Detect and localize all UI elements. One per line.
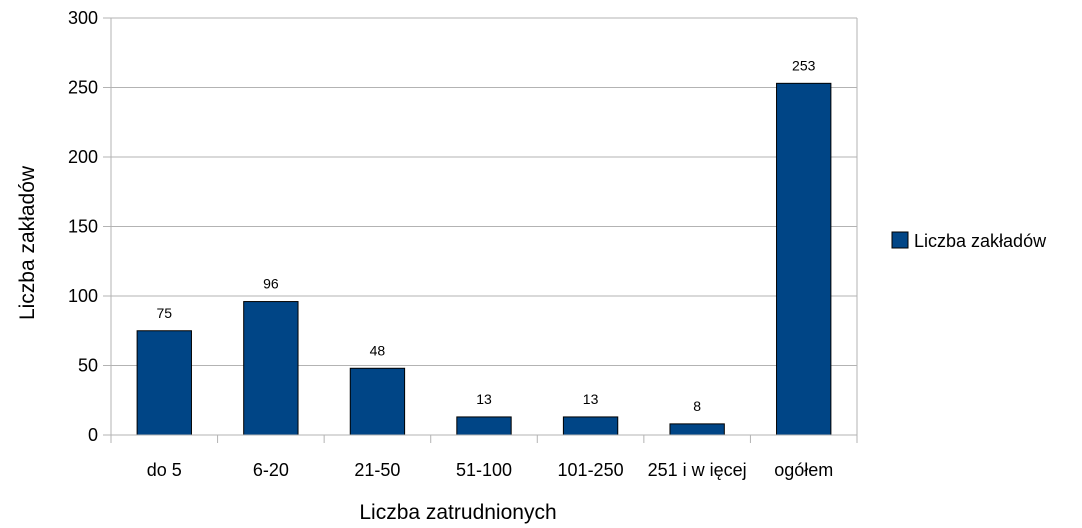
x-tick-label: do 5 [147,460,182,480]
bar [136,330,192,436]
y-axis-ticks: 0 50 100 150 200 250 300 [68,8,111,445]
y-tick-label: 100 [68,286,98,306]
x-tick-label: ogółem [774,460,833,480]
gridlines [111,17,857,436]
y-tick-label: 50 [78,356,98,376]
x-axis-ticks: do 5 6-20 21-50 51-100 101-250 251 i w ięcej o… [110,435,858,480]
x-tick-label: 6-20 [253,460,289,480]
data-label: 96 [263,276,279,292]
x-tick-label: 101-250 [558,460,624,480]
bar [456,416,512,436]
x-tick-label: 21-50 [354,460,400,480]
axes [110,18,858,436]
x-tick-label: 251 i w ięcej [648,460,747,480]
data-label: 48 [370,342,386,358]
x-axis-title: Liczba zatrudnionych [359,501,556,524]
data-label: 75 [156,305,172,321]
data-label: 13 [583,391,599,407]
y-tick-label: 200 [68,147,98,167]
data-labels: 75 96 48 13 13 8 253 [156,57,815,414]
y-tick-label: 0 [88,425,98,445]
y-tick-label: 300 [68,8,98,28]
bar [776,82,832,436]
x-tick-label: 51-100 [456,460,512,480]
y-axis-title: Liczba zakładów [16,165,39,320]
bar [243,301,299,436]
bars [136,82,832,436]
y-tick-label: 150 [68,217,98,237]
bar [349,367,406,436]
data-label: 8 [693,398,701,414]
bar [669,423,725,436]
data-label: 253 [792,57,816,73]
legend: Liczba zakładów [891,231,1047,251]
legend-swatch [891,231,909,249]
bar [562,416,619,436]
y-tick-label: 250 [68,78,98,98]
legend-label: Liczba zakładów [914,231,1047,251]
data-label: 13 [476,391,492,407]
